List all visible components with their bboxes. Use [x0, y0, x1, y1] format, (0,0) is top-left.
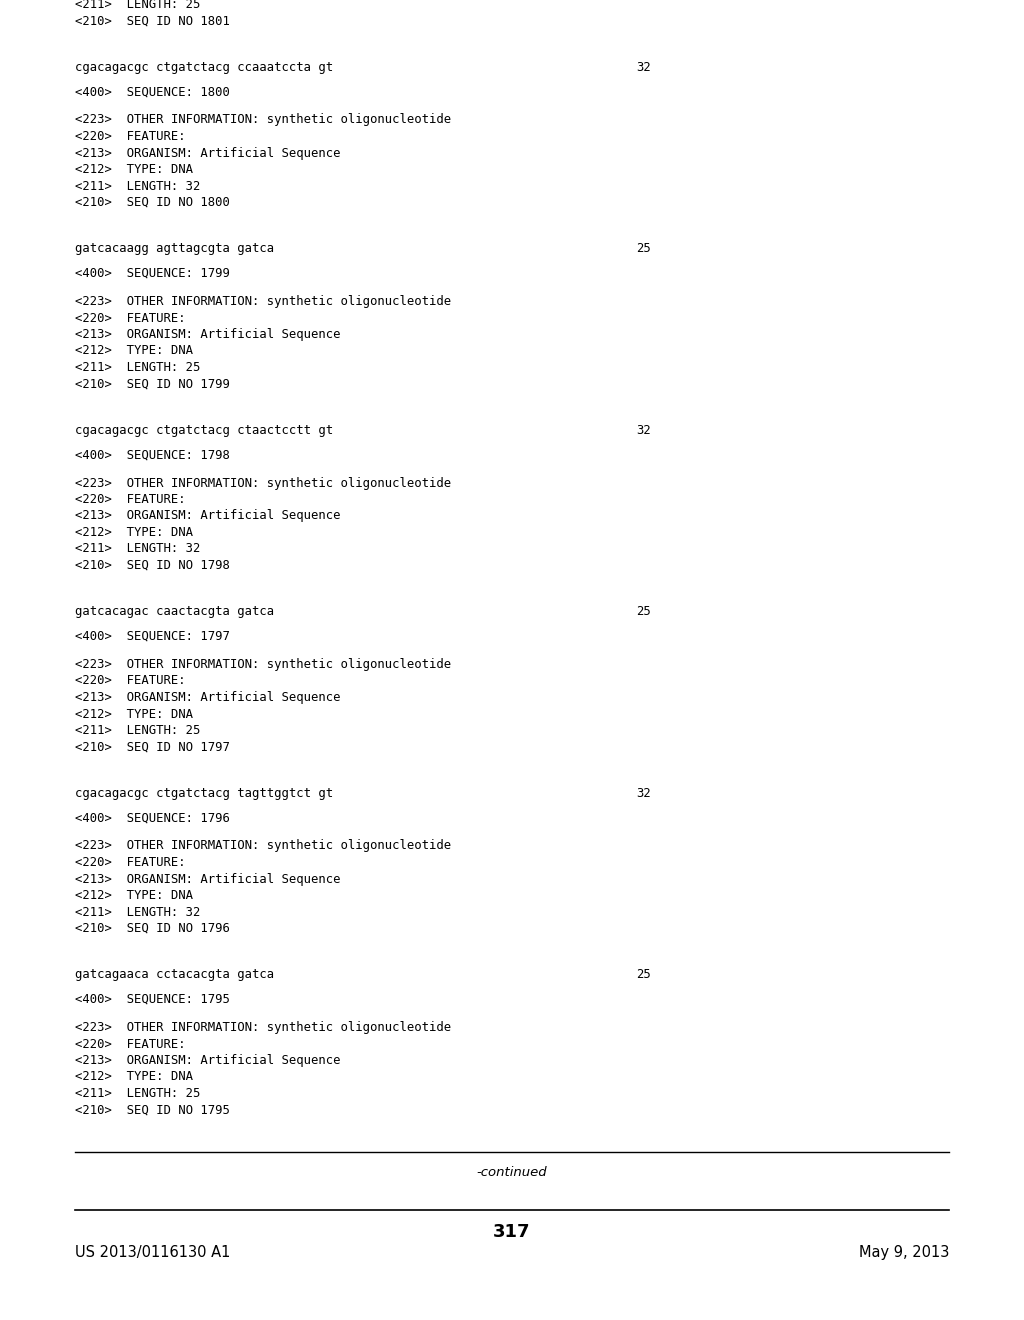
Text: <400>  SEQUENCE: 1795: <400> SEQUENCE: 1795 — [75, 993, 229, 1006]
Text: <220>  FEATURE:: <220> FEATURE: — [75, 855, 185, 869]
Text: gatcacaagg agttagcgta gatca: gatcacaagg agttagcgta gatca — [75, 242, 274, 255]
Text: <212>  TYPE: DNA: <212> TYPE: DNA — [75, 1071, 193, 1084]
Text: <213>  ORGANISM: Artificial Sequence: <213> ORGANISM: Artificial Sequence — [75, 1053, 341, 1067]
Text: 32: 32 — [636, 424, 650, 437]
Text: <400>  SEQUENCE: 1796: <400> SEQUENCE: 1796 — [75, 812, 229, 825]
Text: <400>  SEQUENCE: 1800: <400> SEQUENCE: 1800 — [75, 86, 229, 99]
Text: US 2013/0116130 A1: US 2013/0116130 A1 — [75, 1245, 230, 1259]
Text: <213>  ORGANISM: Artificial Sequence: <213> ORGANISM: Artificial Sequence — [75, 873, 341, 886]
Text: <220>  FEATURE:: <220> FEATURE: — [75, 675, 185, 688]
Text: <220>  FEATURE:: <220> FEATURE: — [75, 312, 185, 325]
Text: gatcagaaca cctacacgta gatca: gatcagaaca cctacacgta gatca — [75, 968, 274, 981]
Text: 25: 25 — [636, 968, 650, 981]
Text: <213>  ORGANISM: Artificial Sequence: <213> ORGANISM: Artificial Sequence — [75, 327, 341, 341]
Text: May 9, 2013: May 9, 2013 — [859, 1245, 949, 1259]
Text: cgacagacgc ctgatctacg ctaactcctt gt: cgacagacgc ctgatctacg ctaactcctt gt — [75, 424, 333, 437]
Text: 32: 32 — [636, 787, 650, 800]
Text: <400>  SEQUENCE: 1797: <400> SEQUENCE: 1797 — [75, 630, 229, 643]
Text: 25: 25 — [636, 605, 650, 618]
Text: <220>  FEATURE:: <220> FEATURE: — [75, 129, 185, 143]
Text: cgacagacgc ctgatctacg ccaaatccta gt: cgacagacgc ctgatctacg ccaaatccta gt — [75, 61, 333, 74]
Text: <400>  SEQUENCE: 1799: <400> SEQUENCE: 1799 — [75, 267, 229, 280]
Text: <212>  TYPE: DNA: <212> TYPE: DNA — [75, 888, 193, 902]
Text: <210>  SEQ ID NO 1800: <210> SEQ ID NO 1800 — [75, 195, 229, 209]
Text: 317: 317 — [494, 1224, 530, 1241]
Text: <211>  LENGTH: 32: <211> LENGTH: 32 — [75, 180, 201, 193]
Text: <211>  LENGTH: 25: <211> LENGTH: 25 — [75, 360, 201, 374]
Text: <212>  TYPE: DNA: <212> TYPE: DNA — [75, 345, 193, 358]
Text: cgacagacgc ctgatctacg tagttggtct gt: cgacagacgc ctgatctacg tagttggtct gt — [75, 787, 333, 800]
Text: <220>  FEATURE:: <220> FEATURE: — [75, 1038, 185, 1051]
Text: <211>  LENGTH: 25: <211> LENGTH: 25 — [75, 723, 201, 737]
Text: <211>  LENGTH: 32: <211> LENGTH: 32 — [75, 543, 201, 556]
Text: <220>  FEATURE:: <220> FEATURE: — [75, 492, 185, 506]
Text: <210>  SEQ ID NO 1798: <210> SEQ ID NO 1798 — [75, 558, 229, 572]
Text: <211>  LENGTH: 32: <211> LENGTH: 32 — [75, 906, 201, 919]
Text: <400>  SEQUENCE: 1798: <400> SEQUENCE: 1798 — [75, 449, 229, 462]
Text: gatcacagac caactacgta gatca: gatcacagac caactacgta gatca — [75, 605, 274, 618]
Text: <210>  SEQ ID NO 1797: <210> SEQ ID NO 1797 — [75, 741, 229, 754]
Text: 32: 32 — [636, 61, 650, 74]
Text: <212>  TYPE: DNA: <212> TYPE: DNA — [75, 525, 193, 539]
Text: <210>  SEQ ID NO 1801: <210> SEQ ID NO 1801 — [75, 15, 229, 28]
Text: <211>  LENGTH: 25: <211> LENGTH: 25 — [75, 0, 201, 11]
Text: 25: 25 — [636, 242, 650, 255]
Text: <210>  SEQ ID NO 1795: <210> SEQ ID NO 1795 — [75, 1104, 229, 1117]
Text: <223>  OTHER INFORMATION: synthetic oligonucleotide: <223> OTHER INFORMATION: synthetic oligo… — [75, 1020, 452, 1034]
Text: <223>  OTHER INFORMATION: synthetic oligonucleotide: <223> OTHER INFORMATION: synthetic oligo… — [75, 114, 452, 127]
Text: <213>  ORGANISM: Artificial Sequence: <213> ORGANISM: Artificial Sequence — [75, 147, 341, 160]
Text: <223>  OTHER INFORMATION: synthetic oligonucleotide: <223> OTHER INFORMATION: synthetic oligo… — [75, 840, 452, 853]
Text: <223>  OTHER INFORMATION: synthetic oligonucleotide: <223> OTHER INFORMATION: synthetic oligo… — [75, 477, 452, 490]
Text: <210>  SEQ ID NO 1796: <210> SEQ ID NO 1796 — [75, 921, 229, 935]
Text: <211>  LENGTH: 25: <211> LENGTH: 25 — [75, 1086, 201, 1100]
Text: <212>  TYPE: DNA: <212> TYPE: DNA — [75, 708, 193, 721]
Text: <223>  OTHER INFORMATION: synthetic oligonucleotide: <223> OTHER INFORMATION: synthetic oligo… — [75, 294, 452, 308]
Text: <212>  TYPE: DNA: <212> TYPE: DNA — [75, 162, 193, 176]
Text: <213>  ORGANISM: Artificial Sequence: <213> ORGANISM: Artificial Sequence — [75, 510, 341, 523]
Text: <210>  SEQ ID NO 1799: <210> SEQ ID NO 1799 — [75, 378, 229, 391]
Text: <213>  ORGANISM: Artificial Sequence: <213> ORGANISM: Artificial Sequence — [75, 690, 341, 704]
Text: <223>  OTHER INFORMATION: synthetic oligonucleotide: <223> OTHER INFORMATION: synthetic oligo… — [75, 657, 452, 671]
Text: -continued: -continued — [477, 1166, 547, 1179]
